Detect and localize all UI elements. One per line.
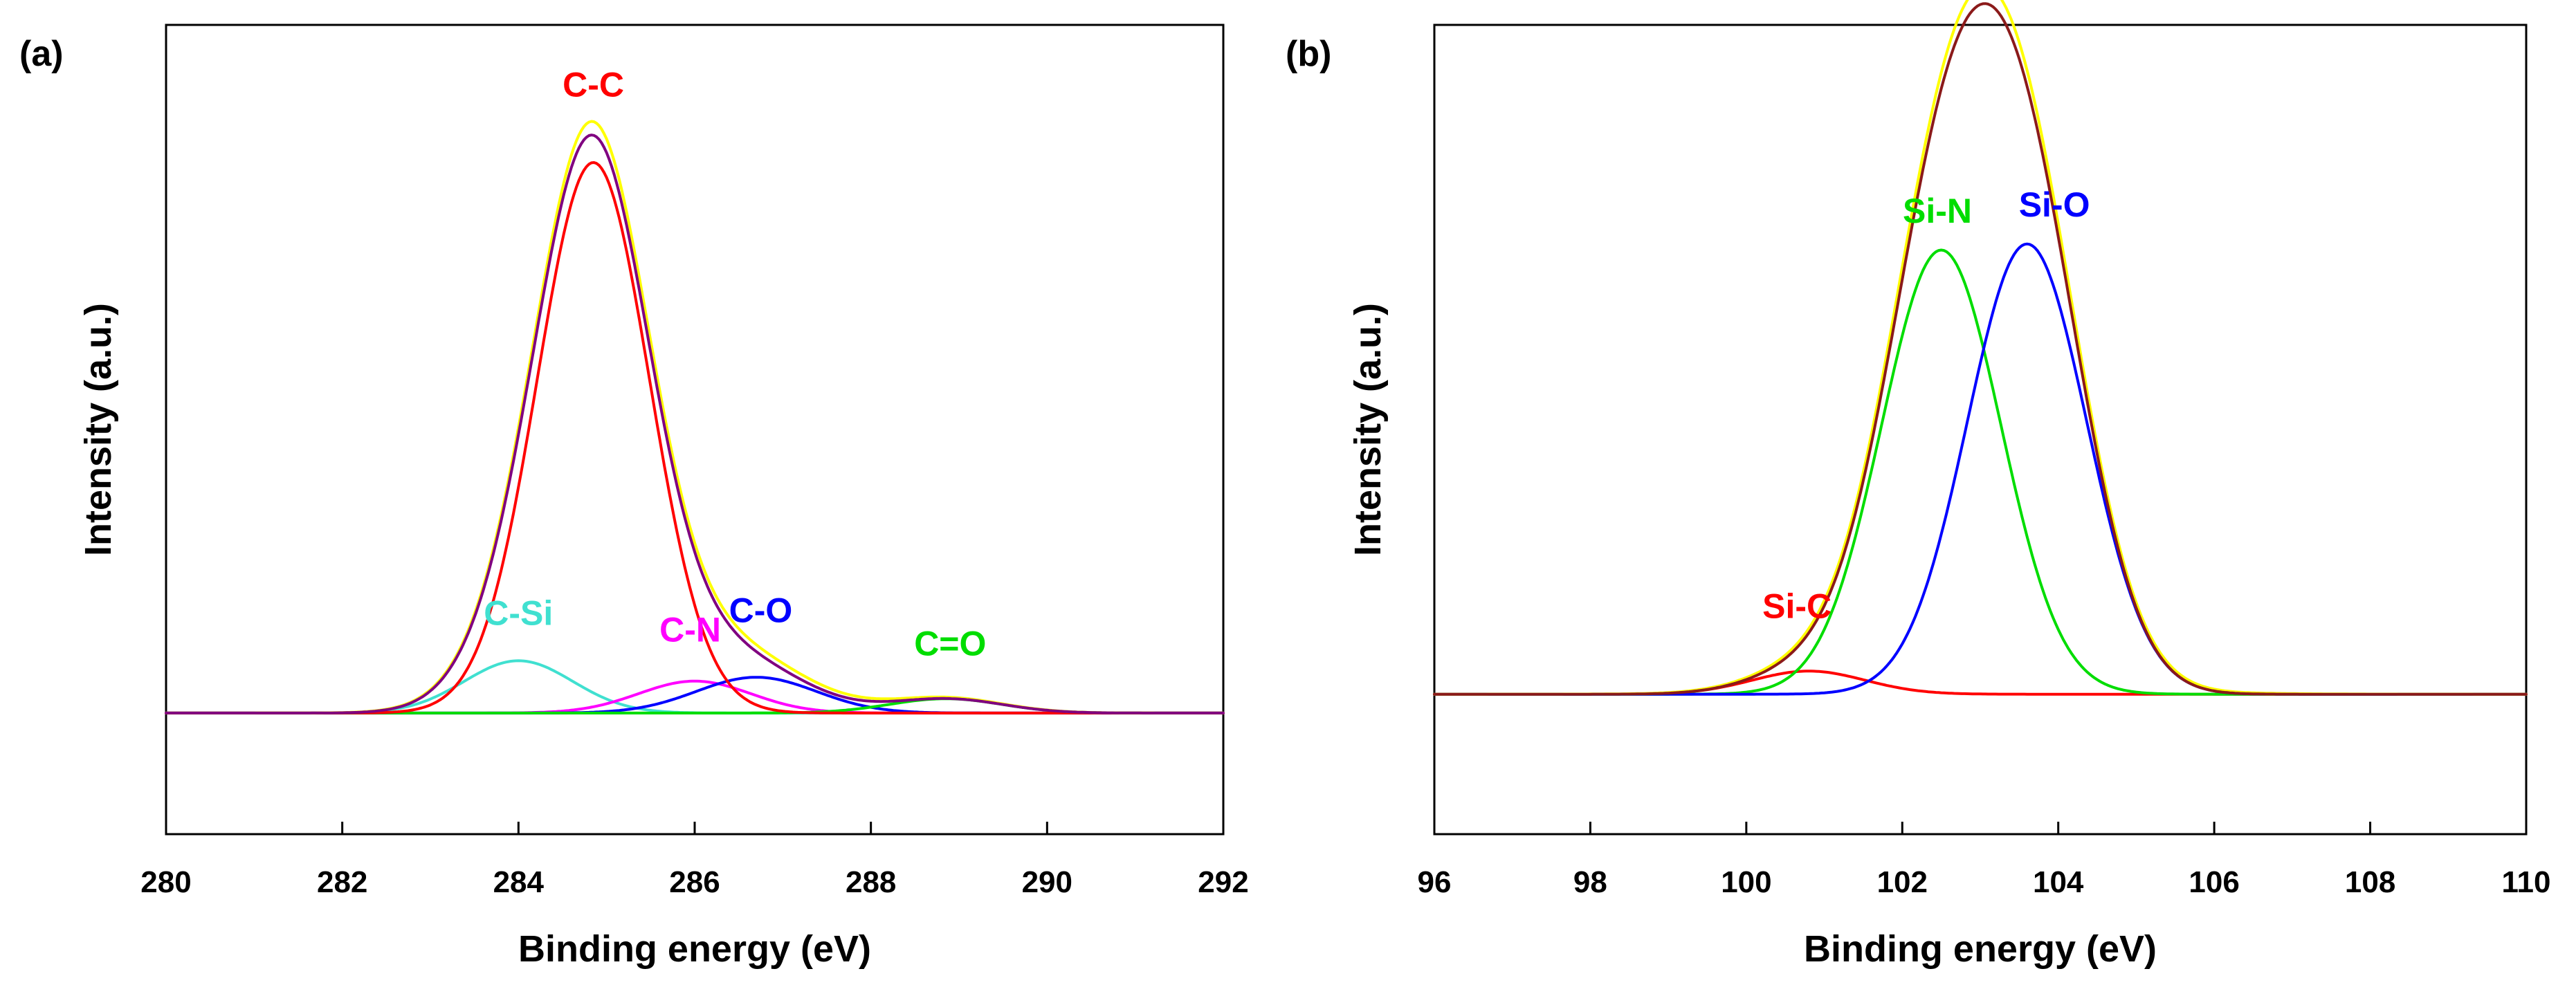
panel-b-tick-label: 100 [1721,865,1771,899]
panel-a-label-c-n: C-N [659,610,721,649]
panel-b-peak-labels: Si-C Si-N Si-O [1762,185,2090,626]
panel-a-tick-label: 288 [846,865,896,899]
panel-a-x-axis: 280 282 284 286 288 290 292 [140,822,1249,899]
panel-b-tick-label: 104 [2033,865,2084,899]
panel-b-tick-label: 106 [2189,865,2239,899]
panel-a-label-c-eq-o: C=O [914,624,986,663]
panel-b-si2p-chart: (b) Si-C Si-N Si-O 96 98 100 102 [1286,0,2550,970]
panel-b-plot-frame [1433,24,2528,836]
panel-a-x-axis-title: Binding energy (eV) [518,928,871,970]
panel-b-x-axis: 96 98 100 102 104 106 108 110 [1418,822,2551,899]
panel-a-peak-labels: C-C C-Si C-N C-O C=O [484,66,986,663]
panel-a-tick-label: 290 [1022,865,1072,899]
panel-a-label-c-si: C-Si [484,594,553,633]
panel-a-tick-label: 286 [669,865,720,899]
panel-b-label-si-o: Si-O [2019,185,2090,224]
panel-b-tick-label: 102 [1877,865,1928,899]
panel-b-label-si-n: Si-N [1903,192,1972,230]
panel-b-tick-label: 110 [2502,865,2551,899]
panel-b-tick-label: 96 [1418,865,1452,899]
panel-a-y-axis-title: Intensity (a.u.) [77,303,119,556]
panel-b-curve-envelope [1433,2,2528,696]
panel-b-x-axis-title: Binding energy (eV) [1804,928,2157,970]
panel-b-label: (b) [1286,34,1331,74]
panel-a-curves [165,120,1225,714]
panel-b-tick-label: 108 [2345,865,2395,899]
panel-a-tick-label: 284 [493,865,545,899]
panel-a-curve-envelope [165,133,1225,714]
panel-a-label: (a) [19,34,64,74]
panel-a-label-c-o: C-O [729,591,793,630]
panel-b-y-axis-title: Intensity (a.u.) [1347,303,1389,556]
panel-b-label-si-c: Si-C [1762,587,1831,626]
panel-a-tick-label: 292 [1198,865,1248,899]
panel-a-tick-label: 280 [140,865,191,899]
panel-a-c1s-chart: (a) C-C C-Si C-N C-O C=O 280 2 [19,24,1249,970]
panel-b-curves [1433,0,2528,696]
panel-a-tick-label: 282 [317,865,367,899]
panel-a-label-c-c: C-C [563,66,624,104]
panel-b-tick-label: 98 [1573,865,1607,899]
